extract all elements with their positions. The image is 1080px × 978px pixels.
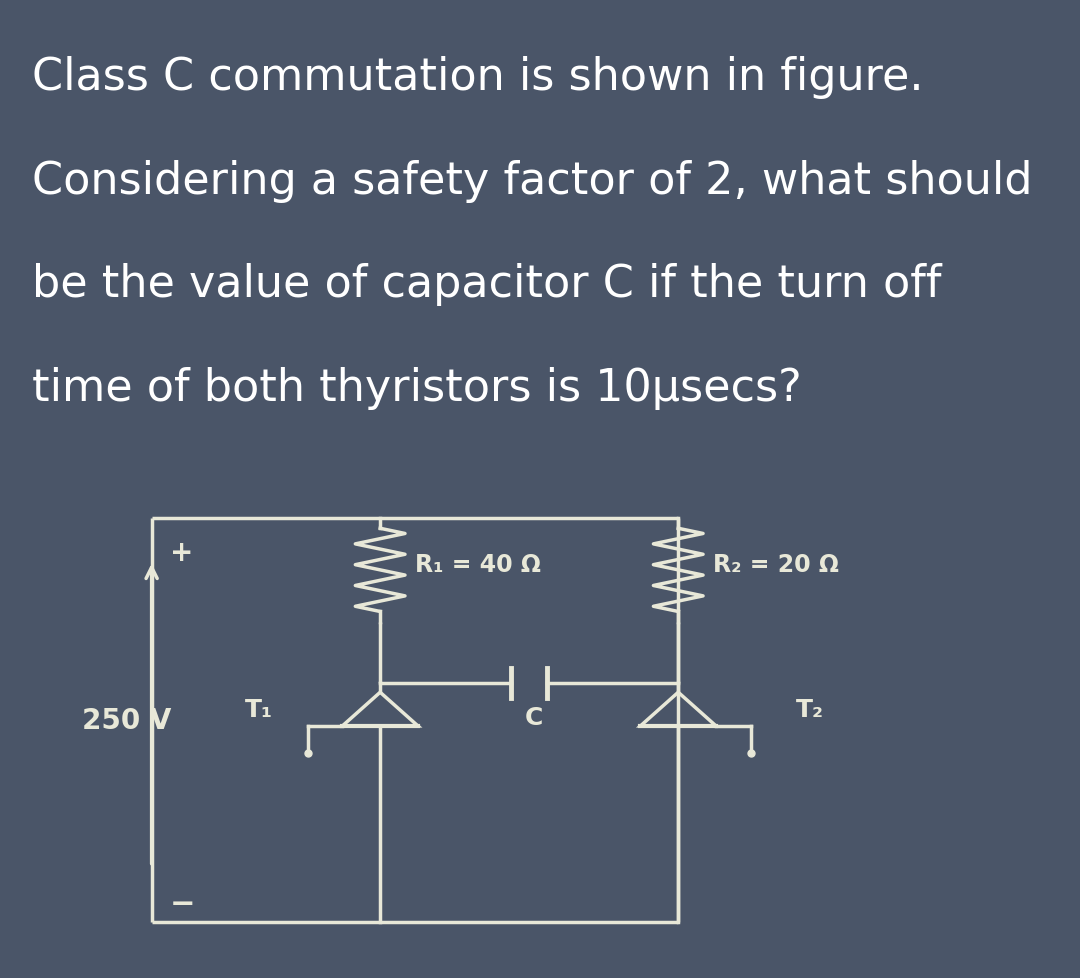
Text: R₁ = 40 Ω: R₁ = 40 Ω [415,553,541,576]
Text: R₂ = 20 Ω: R₂ = 20 Ω [713,553,839,576]
Text: time of both thyristors is 10µsecs?: time of both thyristors is 10µsecs? [32,366,802,409]
Text: T₂: T₂ [796,697,823,722]
Text: −: − [170,889,195,918]
Text: Class C commutation is shown in figure.: Class C commutation is shown in figure. [32,57,923,100]
Text: 250 V: 250 V [82,706,172,734]
Text: C: C [525,705,543,729]
Text: Considering a safety factor of 2, what should: Considering a safety factor of 2, what s… [32,159,1032,202]
Text: be the value of capacitor C if the turn off: be the value of capacitor C if the turn … [32,263,942,306]
Text: +: + [170,538,193,566]
Text: T₁: T₁ [245,697,273,722]
